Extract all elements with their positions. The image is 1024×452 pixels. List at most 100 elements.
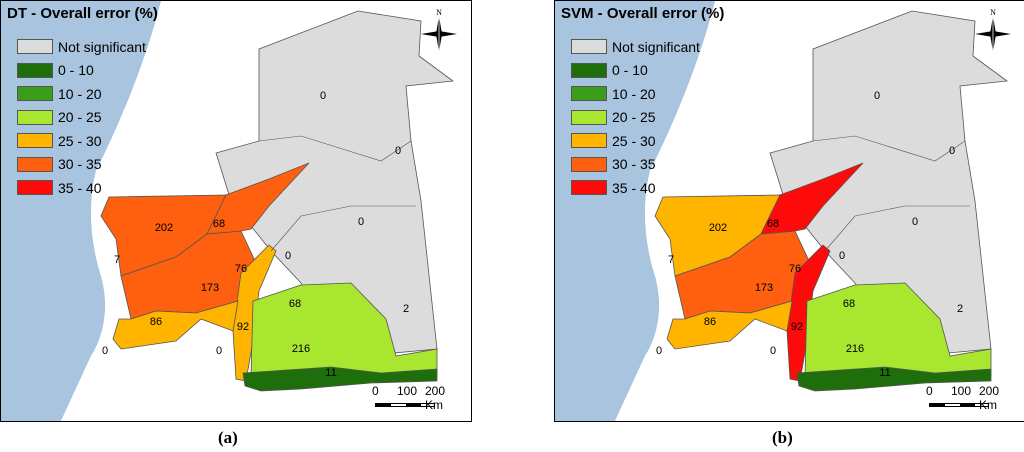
legend-label: 25 - 30 xyxy=(612,132,656,149)
region-boundaries xyxy=(812,135,970,252)
zone-south-strip xyxy=(796,366,992,392)
legend-swatch xyxy=(571,133,607,149)
zone-label: 86 xyxy=(704,316,716,328)
zone-label: 0 xyxy=(656,345,662,357)
legend-item: 0 - 10 xyxy=(571,59,700,83)
north-arrow-icon: N xyxy=(421,8,457,52)
zone-label: 7 xyxy=(114,254,120,266)
zone-label: 11 xyxy=(325,367,336,379)
region-boundaries xyxy=(258,135,416,252)
legend-item: 35 - 40 xyxy=(571,176,700,200)
legend-swatch xyxy=(571,109,607,125)
zone-label: 76 xyxy=(235,263,247,275)
zone-label: 0 xyxy=(874,90,880,102)
legend-item: Not significant xyxy=(17,35,146,59)
zone-label: 7 xyxy=(668,254,674,266)
legend-swatch xyxy=(17,109,53,125)
zone-wedge xyxy=(760,162,864,235)
zone-label: 0 xyxy=(770,345,776,357)
zone-south-west xyxy=(112,300,239,350)
zone-south-west xyxy=(666,300,793,350)
zone-label: 92 xyxy=(237,321,249,333)
zone-wedge xyxy=(206,162,310,235)
scale-label: 200 Km xyxy=(425,384,446,412)
zone-label: 68 xyxy=(289,298,301,310)
zone-south-strip xyxy=(242,366,438,392)
map-title: SVM - Overall error (%) xyxy=(561,5,725,22)
zone-label: 2 xyxy=(403,303,409,315)
legend-label: 10 - 20 xyxy=(58,85,102,102)
scale-strip xyxy=(929,403,989,407)
legend-swatch xyxy=(571,39,607,55)
legend-label: Not significant xyxy=(612,38,700,55)
legend-item: 20 - 25 xyxy=(571,106,700,130)
zone-label: 0 xyxy=(358,216,364,228)
north-arrow-icon: N xyxy=(975,8,1011,52)
legend-label: 35 - 40 xyxy=(612,179,656,196)
legend-swatch xyxy=(571,62,607,78)
zone-label: 0 xyxy=(285,250,291,262)
map-panel-svm: 0 0 0 0 202 68 7 173 76 86 92 68 2 216 0 0 11 SVM - Overa… xyxy=(554,0,1024,422)
scale-bar: 0 100 200 Km xyxy=(371,384,466,414)
zone-label: 216 xyxy=(846,343,864,355)
zone-label: 0 xyxy=(839,250,845,262)
ocean xyxy=(555,1,715,421)
legend-label: 0 - 10 xyxy=(612,62,648,79)
legend-label: 30 - 35 xyxy=(612,156,656,173)
legend: Not significant 0 - 10 10 - 20 20 - 25 25 - … xyxy=(571,35,700,200)
zone-label: 2 xyxy=(957,303,963,315)
zone-label: 216 xyxy=(292,343,310,355)
zone-label: 92 xyxy=(791,321,803,333)
legend-swatch xyxy=(17,133,53,149)
zone-label: 0 xyxy=(216,345,222,357)
map-panel-dt: 0 0 0 0 202 68 7 173 76 86 92 68 2 216 0 0 11 DT - Overal… xyxy=(0,0,472,422)
scale-bar: 0 100 200 Km xyxy=(925,384,1020,414)
legend-item: 10 - 20 xyxy=(17,82,146,106)
map-canvas: 0 0 0 0 202 68 7 173 76 86 92 68 2 216 0 0 11 xyxy=(1,1,471,421)
ocean xyxy=(1,1,161,421)
zone-label: 0 xyxy=(949,145,955,157)
scale-label: 100 xyxy=(397,384,418,398)
legend-swatch xyxy=(17,39,53,55)
zone-label: 0 xyxy=(395,145,401,157)
zone-label: 173 xyxy=(755,282,773,294)
legend-label: 25 - 30 xyxy=(58,132,102,149)
legend-swatch xyxy=(571,180,607,196)
legend-item: 25 - 30 xyxy=(17,129,146,153)
zone-label: 11 xyxy=(879,367,890,379)
svg-text:N: N xyxy=(436,8,442,17)
legend-item: 25 - 30 xyxy=(571,129,700,153)
svg-text:N: N xyxy=(990,8,996,17)
legend-swatch xyxy=(17,180,53,196)
zone-label: 86 xyxy=(150,316,162,328)
zone-label: 202 xyxy=(155,222,173,234)
legend-item: 35 - 40 xyxy=(17,176,146,200)
zone-north xyxy=(215,10,455,358)
zone-label: 68 xyxy=(767,218,779,230)
legend-label: 0 - 10 xyxy=(58,62,94,79)
scale-strip xyxy=(375,403,435,407)
zone-label: 76 xyxy=(789,263,801,275)
legend-label: 30 - 35 xyxy=(58,156,102,173)
zone-label: 0 xyxy=(102,345,108,357)
legend-item: 0 - 10 xyxy=(17,59,146,83)
legend-label: 10 - 20 xyxy=(612,85,656,102)
legend-item: 10 - 20 xyxy=(571,82,700,106)
legend-label: 35 - 40 xyxy=(58,179,102,196)
zone-label: 173 xyxy=(201,282,219,294)
zone-label: 0 xyxy=(320,90,326,102)
scale-label: 0 xyxy=(372,384,379,398)
zone-label: 68 xyxy=(843,298,855,310)
legend-swatch xyxy=(17,156,53,172)
legend-item: 30 - 35 xyxy=(17,153,146,177)
legend-item: 30 - 35 xyxy=(571,153,700,177)
zone-label: 0 xyxy=(912,216,918,228)
zone-north xyxy=(769,10,1009,358)
caption-a: (a) xyxy=(218,428,238,447)
scale-label: 100 xyxy=(951,384,972,398)
map-canvas: 0 0 0 0 202 68 7 173 76 86 92 68 2 216 0 0 11 xyxy=(555,1,1024,421)
caption-b: (b) xyxy=(772,428,793,447)
scale-label: 200 Km xyxy=(979,384,1000,412)
legend-swatch xyxy=(571,86,607,102)
scale-label: 0 xyxy=(926,384,933,398)
